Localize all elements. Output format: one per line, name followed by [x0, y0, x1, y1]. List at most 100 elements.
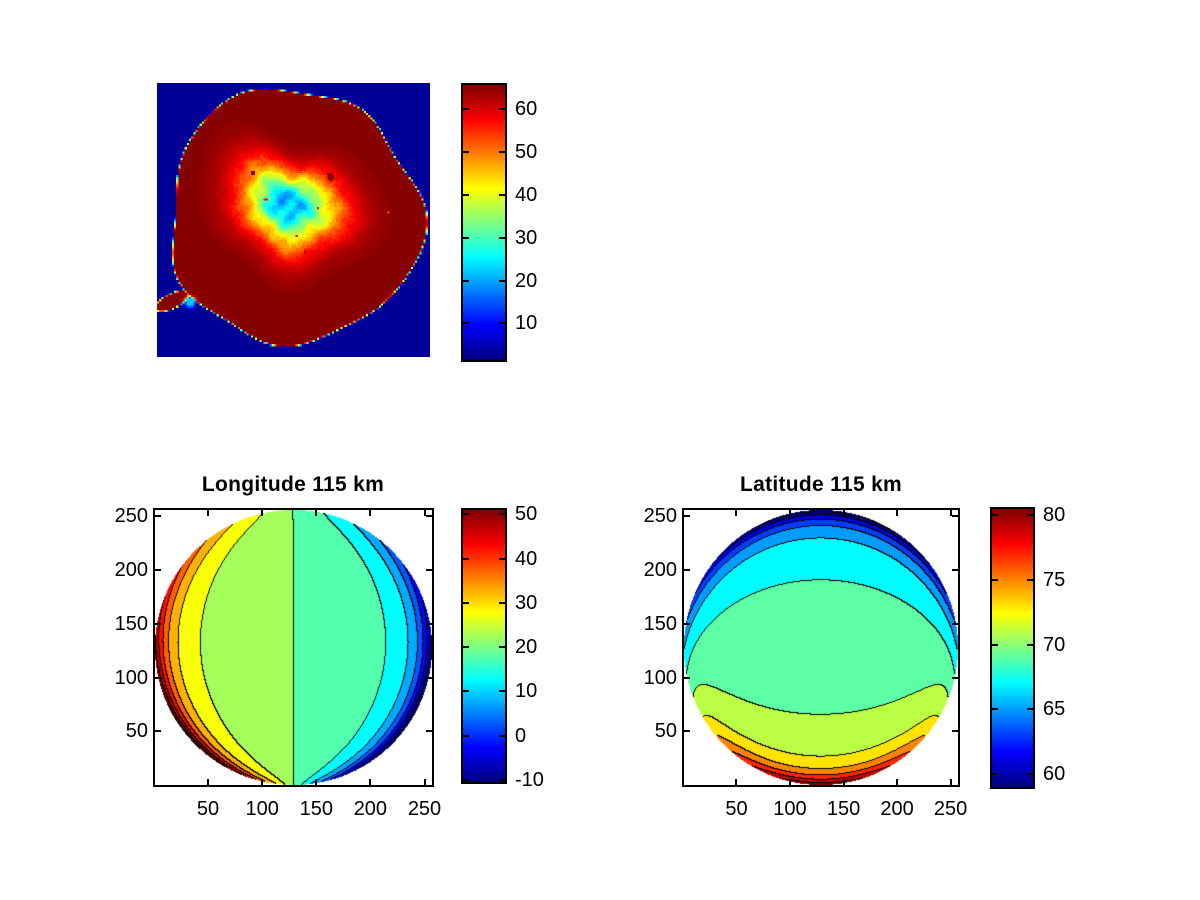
allsky-colorbar — [461, 83, 507, 362]
y-tick-mark — [684, 622, 690, 625]
colorbar-tick-mark — [499, 279, 505, 282]
x-tick-mark — [315, 779, 318, 785]
colorbar-tick-mark — [463, 150, 469, 153]
colorbar-tick-mark — [463, 513, 469, 516]
x-tick-mark — [423, 510, 426, 516]
colorbar-tick-mark — [463, 193, 469, 196]
y-tick-mark — [155, 730, 161, 733]
y-tick-mark — [952, 569, 958, 572]
colorbar-tick-label: 80 — [1043, 504, 1066, 527]
colorbar-tick-mark — [992, 514, 998, 517]
y-tick-label: 150 — [643, 612, 677, 635]
x-tick-mark — [207, 779, 210, 785]
y-tick-mark — [155, 515, 161, 518]
colorbar-tick-mark — [499, 734, 505, 737]
latitude-contour-canvas — [684, 510, 958, 785]
x-tick-mark — [369, 779, 372, 785]
y-tick-mark — [426, 569, 432, 572]
colorbar-tick-label: 10 — [515, 312, 538, 335]
x-tick-mark — [788, 779, 791, 785]
colorbar-tick-mark — [499, 193, 505, 196]
colorbar-tick-label: 60 — [1043, 763, 1066, 786]
latitude-colorbar-gradient — [992, 509, 1033, 787]
x-tick-mark — [261, 510, 264, 516]
x-tick-mark — [788, 510, 791, 516]
x-tick-mark — [896, 779, 899, 785]
colorbar-tick-mark — [499, 322, 505, 325]
y-tick-mark — [426, 515, 432, 518]
colorbar-tick-mark — [499, 236, 505, 239]
x-tick-mark — [261, 779, 264, 785]
colorbar-tick-mark — [463, 279, 469, 282]
y-tick-mark — [155, 676, 161, 679]
colorbar-tick-mark — [463, 236, 469, 239]
colorbar-tick-mark — [499, 107, 505, 110]
colorbar-tick-label: 50 — [515, 503, 538, 526]
x-tick-mark — [423, 779, 426, 785]
allsky-image-panel — [157, 83, 430, 357]
y-tick-label: 50 — [125, 720, 148, 743]
colorbar-tick-label: 70 — [1043, 633, 1066, 656]
x-tick-mark — [949, 510, 952, 516]
x-tick-mark — [842, 510, 845, 516]
x-tick-label: 200 — [353, 798, 388, 820]
y-tick-mark — [684, 515, 690, 518]
x-tick-label: 200 — [880, 798, 914, 820]
longitude-title: Longitude 115 km — [201, 473, 385, 496]
colorbar-tick-label: 60 — [515, 97, 538, 120]
longitude-colorbar-gradient — [463, 510, 505, 782]
x-tick-label: 100 — [773, 798, 807, 820]
colorbar-tick-label: 75 — [1043, 569, 1066, 592]
colorbar-tick-mark — [463, 646, 469, 649]
x-tick-label: 250 — [933, 798, 968, 820]
colorbar-tick-mark — [1027, 579, 1033, 582]
x-tick-label: 250 — [407, 798, 442, 820]
colorbar-tick-mark — [992, 773, 998, 776]
colorbar-tick-mark — [463, 322, 469, 325]
colorbar-tick-mark — [499, 646, 505, 649]
colorbar-tick-mark — [499, 690, 505, 693]
colorbar-tick-mark — [499, 150, 505, 153]
colorbar-tick-mark — [499, 778, 505, 781]
colorbar-tick-label: 20 — [515, 269, 538, 292]
y-tick-label: 250 — [643, 505, 677, 528]
latitude-colorbar — [990, 507, 1035, 789]
allsky-colorbar-gradient — [463, 85, 505, 360]
longitude-contour-canvas — [155, 510, 432, 785]
colorbar-tick-mark — [1027, 708, 1033, 711]
x-tick-mark — [315, 510, 318, 516]
y-tick-mark — [426, 622, 432, 625]
colorbar-tick-mark — [463, 778, 469, 781]
latitude-title: Latitude 115 km — [739, 473, 903, 496]
latitude-axes — [682, 508, 960, 787]
y-tick-mark — [426, 676, 432, 679]
y-tick-mark — [952, 676, 958, 679]
x-tick-mark — [207, 510, 210, 516]
x-tick-mark — [369, 510, 372, 516]
x-tick-mark — [896, 510, 899, 516]
y-tick-mark — [952, 730, 958, 733]
x-tick-mark — [735, 779, 738, 785]
allsky-image-canvas — [157, 83, 430, 357]
y-tick-mark — [426, 730, 432, 733]
y-tick-label: 50 — [654, 720, 677, 743]
colorbar-tick-label: 30 — [515, 591, 538, 614]
colorbar-tick-mark — [499, 601, 505, 604]
y-tick-label: 200 — [643, 559, 677, 582]
colorbar-tick-label: 10 — [515, 680, 538, 703]
colorbar-tick-mark — [463, 690, 469, 693]
colorbar-tick-label: 40 — [515, 547, 538, 570]
y-tick-mark — [952, 622, 958, 625]
colorbar-tick-mark — [463, 107, 469, 110]
x-tick-label: 150 — [299, 798, 333, 820]
colorbar-tick-mark — [463, 557, 469, 560]
colorbar-tick-label: 20 — [515, 636, 538, 659]
colorbar-tick-mark — [463, 601, 469, 604]
colorbar-tick-mark — [499, 513, 505, 516]
y-tick-mark — [952, 515, 958, 518]
y-tick-label: 100 — [114, 666, 148, 689]
y-tick-label: 250 — [114, 505, 148, 528]
colorbar-tick-mark — [463, 734, 469, 737]
y-tick-mark — [155, 622, 161, 625]
x-tick-label: 100 — [245, 798, 279, 820]
